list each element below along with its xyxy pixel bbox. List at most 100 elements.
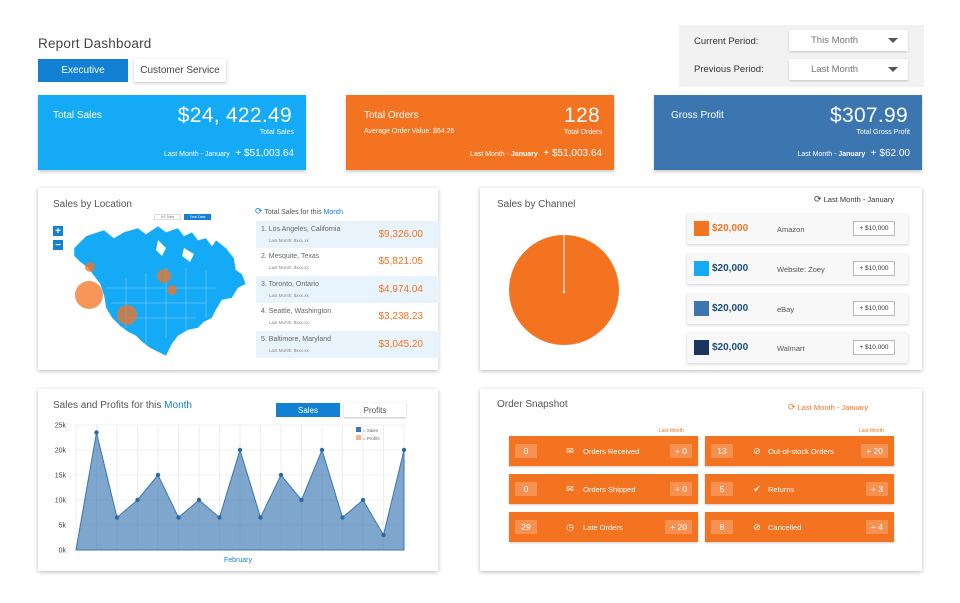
current-period-select[interactable]: This Month xyxy=(789,30,908,51)
chevron-down-icon xyxy=(888,67,898,72)
data-point[interactable] xyxy=(196,497,202,503)
panel-title: Sales by Channel xyxy=(497,199,576,210)
bubble-baltimore[interactable] xyxy=(167,285,177,295)
data-point[interactable] xyxy=(381,532,386,538)
data-point[interactable] xyxy=(135,497,140,503)
channel-row-website[interactable]: $20,000 Website: Zoey + $10,000 xyxy=(687,254,908,284)
refresh-icon[interactable]: ⟳ xyxy=(255,206,263,216)
previous-period-select[interactable]: Last Month xyxy=(789,59,908,80)
north-america-map[interactable] xyxy=(66,218,256,363)
snapshot-period[interactable]: ⟳ Last Month - January xyxy=(788,402,868,413)
location-value: $9,326.00 xyxy=(378,229,424,240)
snapshot-label: Orders Shipped xyxy=(583,485,636,494)
channel-row-amazon[interactable]: $20,000 Amazon + $10,000 xyxy=(687,214,908,244)
list-header: ⟳ Total Sales for this Month xyxy=(255,206,343,217)
tab-customer-service[interactable]: Customer Service xyxy=(134,59,226,82)
data-point[interactable] xyxy=(155,472,161,478)
snapshot-out-of-stock[interactable]: 13 ⊘ Out-of-stock Orders + 20 xyxy=(705,436,894,466)
snapshot-orders-shipped[interactable]: 0 ✉ Orders Shipped + 0 xyxy=(509,474,698,504)
channel-name: Website: Zoey xyxy=(777,265,825,274)
tab-executive[interactable]: Executive xyxy=(38,59,128,82)
data-point[interactable] xyxy=(278,472,284,478)
list-item[interactable]: 2. Mesquite, Texas Last Month: $xxx.xx $… xyxy=(256,248,439,275)
snapshot-returns[interactable]: 5 ✔ Returns + 3 xyxy=(705,474,894,504)
channel-name: eBay xyxy=(777,305,795,314)
envelope-icon: ✉ xyxy=(566,484,574,494)
data-point[interactable] xyxy=(114,515,120,520)
list-item[interactable]: 4. Seattle, Washington Last Month: $xxx.… xyxy=(256,303,439,330)
location-last-month: Last Month: $xxx.xx xyxy=(269,265,309,270)
location-name: 1. Los Angeles, California xyxy=(261,226,341,233)
y-tick-label: 10k xyxy=(55,498,67,505)
data-point[interactable] xyxy=(319,447,325,453)
list-item[interactable]: 3. Toronto, Ontario Last Month: $xxx.xx … xyxy=(256,276,439,303)
snapshot-delta: + 20 xyxy=(665,520,692,534)
list-item[interactable]: 5. Baltimore, Maryland Last Month: $xxx.… xyxy=(256,331,439,358)
data-point[interactable] xyxy=(258,515,263,520)
channel-delta: + $10,000 xyxy=(853,221,895,236)
zoom-in-button[interactable]: + xyxy=(53,225,63,237)
last-month-tag: Last Month xyxy=(659,428,684,434)
kpi-footer-value: + $51,003.64 xyxy=(235,148,294,159)
data-point[interactable] xyxy=(237,447,243,453)
snapshot-label: Orders Received xyxy=(583,447,640,456)
channel-period[interactable]: ⟳ Last Month - January xyxy=(814,194,894,205)
plus-icon: + xyxy=(55,225,61,237)
map-lakes xyxy=(156,240,194,262)
data-point[interactable] xyxy=(340,515,345,520)
channel-pie-chart[interactable] xyxy=(508,234,620,346)
channel-value: $20,000 xyxy=(712,263,749,274)
color-swatch xyxy=(694,221,709,236)
snapshot-period-label: Last Month - xyxy=(797,403,842,412)
data-point[interactable] xyxy=(401,447,407,453)
snapshot-orders-received[interactable]: 0 ✉ Orders Received + 0 xyxy=(509,436,698,466)
bubble-toronto[interactable] xyxy=(157,269,171,283)
kpi-sublabel: Total Sales xyxy=(259,129,294,136)
chart-legend: = Sales = Profits xyxy=(356,427,380,441)
zoom-out-button[interactable]: − xyxy=(53,240,63,251)
snapshot-count: 29 xyxy=(515,520,537,534)
panel-title: Sales and Profits for this Month xyxy=(53,400,192,411)
kpi-footer-value: + $51,003.64 xyxy=(543,148,602,159)
list-item[interactable]: 1. Los Angeles, California Last Month: $… xyxy=(256,221,439,248)
channel-row-walmart[interactable]: $20,000 Walmart + $10,000 xyxy=(687,333,908,363)
panel-title-month: Month xyxy=(164,400,192,411)
data-point[interactable] xyxy=(360,497,366,503)
panel-title: Sales by Location xyxy=(53,199,132,210)
toggle-profits-button[interactable]: Profits xyxy=(344,403,406,417)
kpi-total-orders: Total Orders 128 Total Orders Average Or… xyxy=(346,95,614,170)
snapshot-cancelled[interactable]: 8 ⊘ Cancelled + 4 xyxy=(705,512,894,542)
y-tick-label: 25k xyxy=(55,423,67,430)
chart-y-axis: 25k 20k 15k 10k 5k 0k xyxy=(55,423,67,555)
data-point[interactable] xyxy=(94,430,99,435)
channel-delta: + $10,000 xyxy=(853,261,895,276)
snapshot-count: 0 xyxy=(515,444,537,458)
data-point[interactable] xyxy=(176,515,181,520)
sales-profits-chart[interactable]: 25k 20k 15k 10k 5k 0k February = Sales = Prof… xyxy=(38,389,438,571)
channel-value: $20,000 xyxy=(712,223,749,234)
current-period-value: This Month xyxy=(811,35,858,46)
map-toggle-us[interactable]: US Data xyxy=(154,214,181,220)
toggle-sales-button[interactable]: Sales xyxy=(276,403,340,417)
snapshot-late-orders[interactable]: 29 ◷ Late Orders + 20 xyxy=(509,512,698,542)
channel-row-ebay[interactable]: $20,000 eBay + $10,000 xyxy=(687,294,908,324)
period-selector-panel: Current Period: This Month Previous Peri… xyxy=(679,25,924,87)
snapshot-label: Out-of-stock Orders xyxy=(768,447,834,456)
data-point[interactable] xyxy=(217,515,222,520)
previous-period-label: Previous Period: xyxy=(694,64,764,75)
bubble-mesquite[interactable] xyxy=(117,305,137,325)
location-value: $5,821.05 xyxy=(378,256,424,267)
inbox-icon: ✉ xyxy=(566,446,574,456)
bubble-los-angeles[interactable] xyxy=(75,281,103,309)
kpi-footer: Last Month - January + $51,003.64 xyxy=(470,148,602,159)
map-toggle-total[interactable]: Total Data xyxy=(184,214,211,220)
snapshot-count: 5 xyxy=(711,482,733,496)
kpi-sublabel: Total Orders xyxy=(563,129,602,136)
channel-delta: + $10,000 xyxy=(853,340,895,355)
bubble-seattle[interactable] xyxy=(85,262,95,272)
y-tick-label: 5k xyxy=(59,523,67,530)
kpi-label: Total Orders xyxy=(364,110,419,121)
location-value: $4,974.04 xyxy=(378,284,424,295)
kpi-sublabel: Total Gross Profit xyxy=(856,129,910,136)
data-point[interactable] xyxy=(299,497,304,503)
